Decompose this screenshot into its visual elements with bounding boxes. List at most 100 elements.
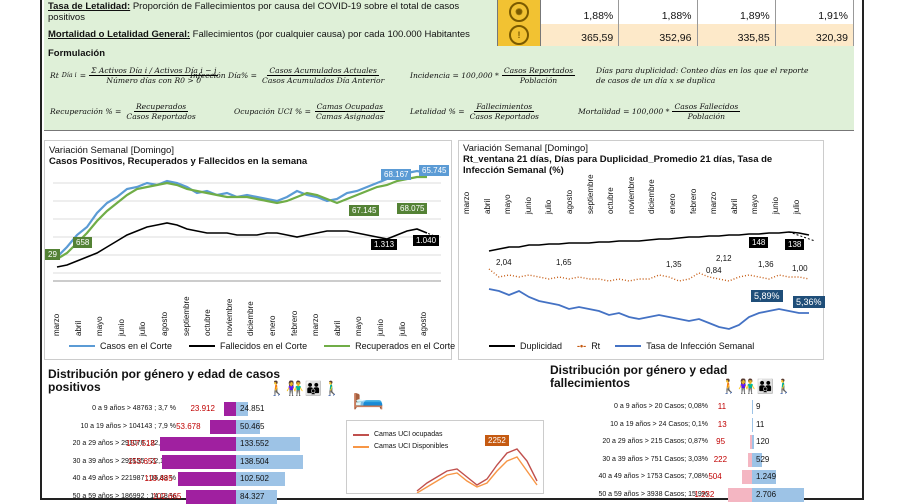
start-label-b: 29 (45, 249, 60, 260)
mortalidad-value-1: 365,59 (541, 24, 619, 46)
rt-label-6: 1,36 (755, 259, 777, 270)
age-row-label: 0 a 9 años > 48763 ; 3,7 % (48, 405, 176, 412)
female-value: 11 (718, 402, 726, 411)
month-tick: julio (544, 200, 553, 214)
rt-label-2: 1,65 (553, 257, 575, 268)
female-value: 504 (708, 472, 721, 481)
left-chart-legend: Casos en el Corte Fallecidos en el Corte… (69, 341, 455, 351)
rt-label-5: 2,12 (713, 253, 735, 264)
month-tick: marzo (462, 192, 471, 214)
rt-label-3: 1,35 (663, 259, 685, 270)
female-value: 13 (718, 420, 727, 429)
fallecidos-label-b: 1.040 (413, 235, 439, 246)
female-value: 1.232 (694, 490, 714, 499)
month-tick: abril (333, 321, 342, 336)
age-row-label: 30 a 39 años > 751 Casos; 3,03% (550, 456, 708, 463)
female-bar (742, 470, 752, 484)
rt-duplicidad-chart: Variación Semanal [Domingo] Rt_ventana 2… (458, 140, 824, 360)
month-tick: mayo (354, 316, 363, 336)
month-tick: diciembre (647, 179, 656, 214)
age-row-label: 20 a 29 años > 291070 ; 22,07 % (48, 440, 176, 447)
female-bar (160, 437, 236, 451)
month-tick: agosto (160, 312, 169, 336)
male-bar (752, 435, 754, 449)
uci-ocupadas-line (417, 449, 537, 491)
letalidad-value-1: 1,88% (541, 0, 619, 24)
letalidad-value-2: 1,88% (619, 0, 697, 24)
mortalidad-row: Mortalidad o Letalidad General: Fallecim… (44, 24, 854, 47)
recuperados-legend-swatch (324, 345, 350, 347)
month-tick: junio (376, 319, 385, 336)
duplicidad-label-a: 148 (749, 237, 768, 248)
male-value: 120 (756, 437, 769, 446)
male-value: 102.502 (240, 474, 269, 483)
people-icon: 🚶👫👪🚶‍♂️ (268, 380, 342, 397)
age-row-label: 20 a 29 años > 215 Casos; 0,87% (550, 438, 708, 445)
age-row-label: 10 a 19 años > 24 Casos; 0,1% (550, 421, 708, 428)
rt-label-7: 1,00 (789, 263, 811, 274)
people-icon-fallecidos: 🚶👫👪🚶‍♂️ (720, 378, 794, 395)
female-value: 23.912 (190, 404, 214, 413)
infeccion-label-b: 5,36% (793, 296, 825, 308)
female-value: 95 (716, 437, 725, 446)
age-row-label: 40 a 49 años > 1753 Casos; 7,08% (550, 473, 708, 480)
mortalidad-title: Mortalidad o Letalidad General: (48, 29, 190, 40)
month-tick: octubre (203, 309, 212, 336)
male-value: 133.552 (240, 439, 269, 448)
female-bar (162, 455, 236, 469)
month-tick: mayo (95, 316, 104, 336)
duplicidad-label-b: 138 (785, 239, 804, 250)
female-value: 102.665 (152, 492, 181, 501)
female-value: 157.518 (126, 439, 155, 448)
uci-disponibles-line (417, 457, 537, 493)
female-bar (178, 472, 236, 486)
dist-casos-title: Distribución por género y edad de casos … (48, 368, 288, 394)
casos-label-b: 65.745 (419, 165, 449, 176)
month-tick: mayo (503, 194, 512, 214)
uci-chart: Camas UCI ocupadas Camas UCI Disponibles… (346, 420, 544, 494)
month-tick: enero (668, 194, 677, 214)
month-tick: septiembre (586, 174, 595, 214)
month-tick: agosto (565, 190, 574, 214)
month-tick: agosto (419, 312, 428, 336)
right-chart-legend: Duplicidad -•-Rt Tasa de Infección Seman… (489, 341, 754, 351)
start-label-a: 658 (73, 237, 92, 248)
male-value: 11 (756, 420, 764, 429)
infeccion-label-a: 5,89% (751, 290, 783, 302)
mortalidad-desc: Fallecimientos (por cualquier causa) por… (193, 29, 470, 40)
fallecidos-label-a: 1.313 (371, 239, 397, 250)
letalidad-row: Tasa de Letalidad: Proporción de Falleci… (44, 0, 854, 25)
duplicidad-legend-swatch (489, 345, 515, 347)
male-value: 2.706 (756, 490, 776, 499)
male-value: 84.327 (240, 492, 264, 501)
month-tick: abril (74, 321, 83, 336)
right-chart-svg (459, 141, 823, 359)
month-tick: julio (792, 200, 801, 214)
male-value: 1.249 (756, 472, 776, 481)
month-tick: julio (398, 322, 407, 336)
female-bar (186, 490, 236, 504)
month-tick: junio (524, 197, 533, 214)
male-value: 50.465 (240, 422, 264, 431)
month-tick: marzo (709, 192, 718, 214)
month-tick: junio (771, 197, 780, 214)
icu-bed-icon: 🛏️ (352, 380, 384, 411)
female-bar (210, 420, 236, 434)
month-tick: junio (117, 319, 126, 336)
month-tick: enero (268, 316, 277, 336)
month-tick: abril (730, 199, 739, 214)
female-value: 153.651 (128, 457, 157, 466)
month-tick: noviembre (225, 299, 234, 336)
month-tick: diciembre (246, 301, 255, 336)
rt-label-4: 0,84 (703, 265, 725, 276)
fallecidos-legend-swatch (189, 345, 215, 347)
month-tick: mayo (750, 194, 759, 214)
month-tick: febrero (689, 189, 698, 214)
rt-legend-swatch: -•- (577, 341, 586, 351)
month-tick: julio (138, 322, 147, 336)
male-value: 529 (756, 455, 769, 464)
